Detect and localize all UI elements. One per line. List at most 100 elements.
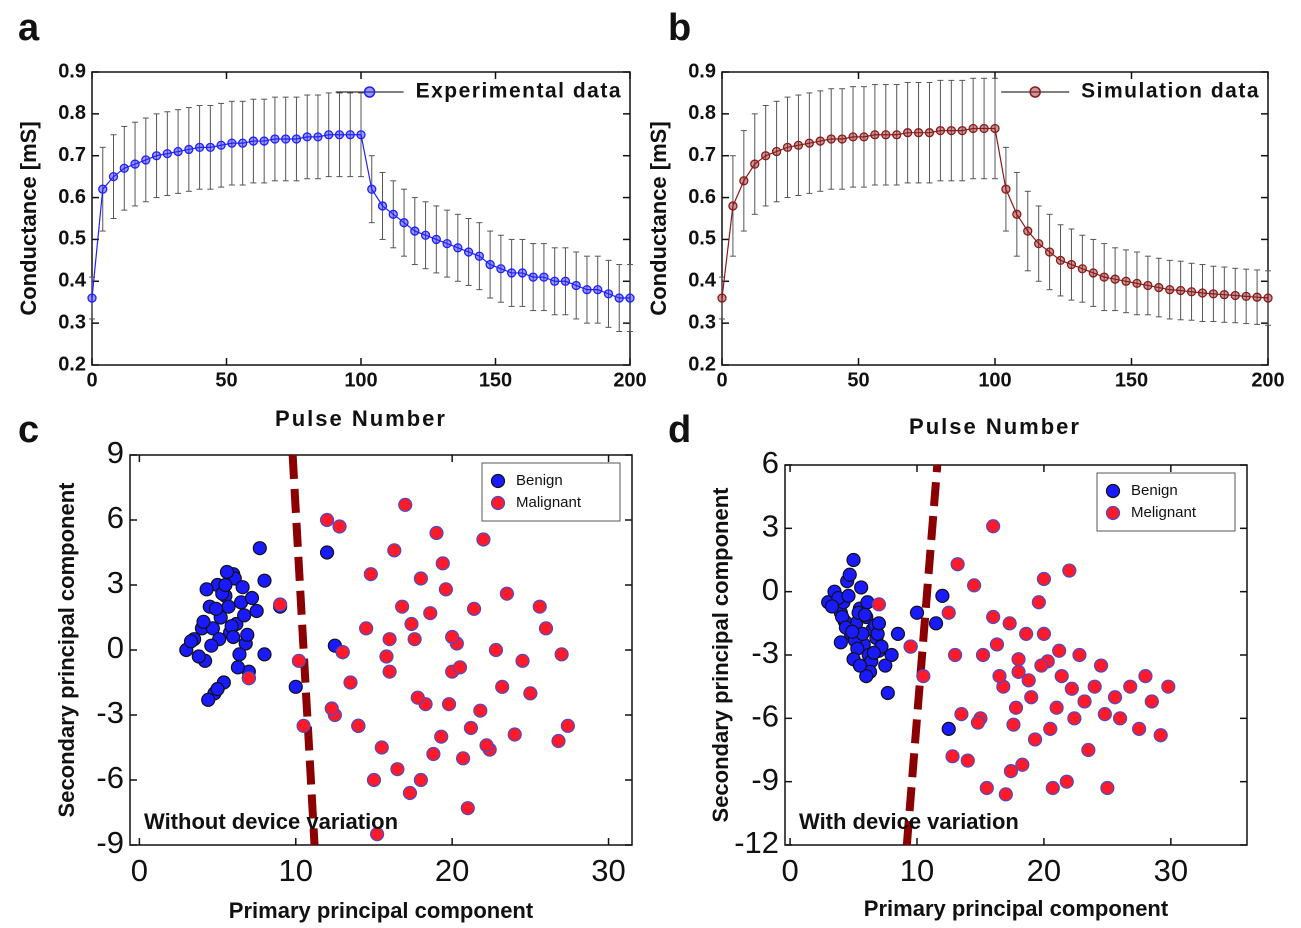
data-point <box>946 125 956 136</box>
data-point <box>319 512 335 528</box>
data-point <box>1036 626 1052 641</box>
data-point <box>866 645 881 660</box>
data-point <box>302 132 312 142</box>
data-point <box>950 557 965 572</box>
data-point <box>208 601 224 616</box>
data-point <box>423 606 438 621</box>
data-point <box>960 753 975 768</box>
data-point <box>252 541 267 556</box>
data-point <box>442 238 452 249</box>
data-point <box>560 718 575 733</box>
data-point <box>456 751 471 766</box>
y-tick-label: 0.7 <box>58 144 86 166</box>
y-axis-label: Secondary principal component <box>54 482 79 818</box>
y-tick-label: 3 <box>107 565 124 600</box>
data-point <box>539 272 549 282</box>
data-point <box>485 259 495 270</box>
y-axis-label: Conductance [mS] <box>646 121 671 315</box>
data-point <box>603 289 614 299</box>
data-point <box>957 125 967 136</box>
data-point <box>210 681 225 697</box>
data-point <box>1043 721 1058 736</box>
data-point <box>880 685 895 701</box>
data-point <box>871 616 887 631</box>
data-point <box>87 293 97 303</box>
data-point <box>998 787 1013 802</box>
data-point <box>1208 289 1219 299</box>
data-point <box>130 159 140 169</box>
data-point <box>1001 184 1011 194</box>
panel-label: b <box>668 7 691 49</box>
data-point <box>892 130 902 140</box>
data-point <box>1052 643 1067 658</box>
data-point <box>902 128 913 138</box>
x-axis-label: Pulse Number <box>275 406 447 431</box>
data-point <box>528 272 538 282</box>
data-point <box>857 607 873 622</box>
data-point <box>1099 272 1109 282</box>
data-point <box>387 543 402 558</box>
data-point <box>345 130 355 140</box>
data-point <box>334 130 345 140</box>
decision-boundary <box>288 454 319 846</box>
data-point <box>205 142 216 152</box>
data-point <box>281 134 291 144</box>
data-point <box>968 123 978 134</box>
data-point <box>990 123 1000 134</box>
data-point <box>614 293 624 303</box>
data-point <box>476 532 491 547</box>
data-point <box>1132 721 1147 736</box>
data-point <box>191 649 206 664</box>
data-point <box>739 176 749 186</box>
data-point <box>402 785 418 801</box>
data-point <box>196 614 211 629</box>
x-tick-label: 100 <box>344 369 377 391</box>
data-point <box>488 642 504 658</box>
data-point <box>324 130 334 140</box>
data-point <box>204 638 219 653</box>
data-point <box>257 647 272 662</box>
legend-box <box>481 462 621 522</box>
data-point <box>230 660 246 675</box>
data-point <box>404 616 419 632</box>
x-tick-label: 10 <box>279 853 313 888</box>
x-tick-label: 30 <box>1154 853 1188 888</box>
y-tick-label: 9 <box>107 435 124 470</box>
data-point <box>523 686 538 701</box>
x-tick-label: 20 <box>435 853 469 888</box>
data-point <box>550 276 560 286</box>
data-point <box>992 669 1007 684</box>
data-point <box>515 653 530 668</box>
data-point <box>560 276 571 286</box>
y-tick-label: -9 <box>751 762 779 797</box>
data-point <box>218 577 233 593</box>
y-axis-label: Conductance [mS] <box>16 121 41 315</box>
y-tick-label: 0.9 <box>688 60 716 82</box>
data-point <box>824 599 840 614</box>
data-point <box>1252 292 1262 302</box>
data-point <box>244 590 260 606</box>
data-point <box>848 132 858 142</box>
legend-label: Simulation data <box>1081 80 1260 103</box>
legend-label: Benign <box>1131 482 1178 499</box>
data-point <box>495 679 510 694</box>
x-tick-label: 0 <box>716 369 727 391</box>
data-point <box>219 564 235 580</box>
data-point <box>241 671 256 686</box>
data-point <box>1027 732 1043 747</box>
x-tick-label: 30 <box>591 853 625 888</box>
y-tick-label: -3 <box>751 635 779 670</box>
data-point <box>194 142 205 152</box>
data-point <box>860 595 875 610</box>
data-point <box>343 675 358 690</box>
data-point <box>928 616 944 631</box>
data-point <box>379 649 394 664</box>
data-point <box>854 580 869 595</box>
legend-box <box>1096 472 1236 532</box>
data-point <box>884 647 899 663</box>
data-point <box>1044 247 1055 257</box>
data-point <box>359 621 374 636</box>
data-point <box>1064 681 1079 696</box>
data-point <box>1062 563 1077 578</box>
data-point <box>941 605 956 620</box>
